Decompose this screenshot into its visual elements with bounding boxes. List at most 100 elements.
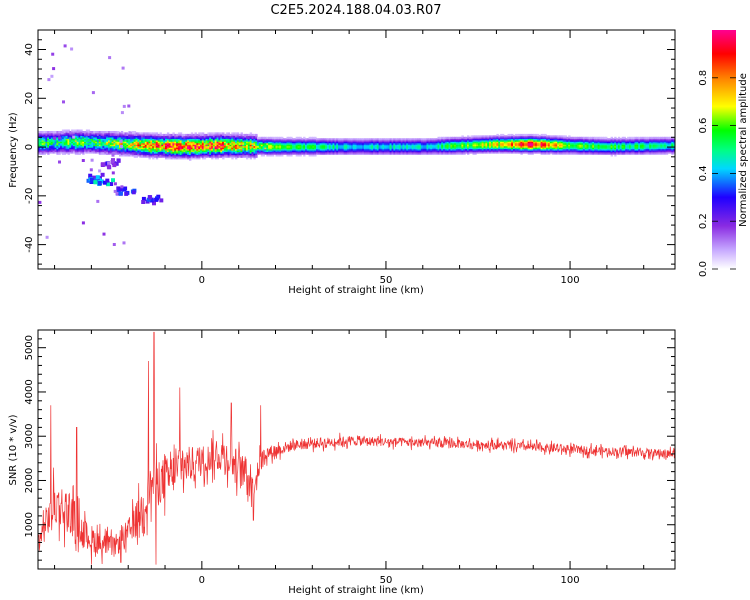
spectrogram-cell [446, 148, 450, 151]
spectrogram-cell [571, 148, 575, 151]
spectrogram-cell [632, 150, 636, 153]
spectrogram-cell [435, 139, 439, 142]
spectrogram-cell [187, 148, 190, 151]
spectrogram-cell [520, 141, 523, 144]
spectrogram-cell [485, 139, 488, 142]
spectrogram-cell [113, 133, 116, 136]
spectrogram-cell [406, 141, 409, 144]
spectrogram-cell [95, 132, 98, 135]
spectrogram-cell [339, 147, 343, 150]
spectrogram-cell [428, 142, 431, 145]
spectrogram-cell [535, 135, 538, 138]
spectrogram-cell [137, 141, 140, 144]
spectrogram-cell [165, 144, 168, 147]
spectrogram-cell [351, 151, 354, 154]
spectrogram-cell [264, 136, 267, 139]
spectrogram-cell [454, 145, 457, 148]
spectrogram-cell [135, 132, 138, 135]
spectrogram-cell [85, 144, 89, 147]
spectrogram-cell [660, 136, 663, 139]
spectrogram-cell [174, 138, 177, 141]
spectrogram-cell [608, 141, 612, 144]
spectrogram-cell [400, 142, 404, 145]
spectrogram-cell [262, 142, 265, 145]
spectrogram-cell [308, 142, 311, 145]
spectrogram-cell [253, 155, 256, 158]
spectrogram-cell [610, 144, 613, 147]
spectrogram-cell [481, 148, 485, 151]
spectrogram-cell [305, 147, 308, 150]
spectrogram-cell [461, 148, 464, 151]
spectrogram-cell [96, 141, 100, 144]
spectrogram-cell [468, 141, 472, 144]
spectrogram-cell [279, 147, 282, 150]
spectrogram-cell [246, 145, 249, 148]
spectrogram-cell [305, 141, 308, 144]
spectrogram-cell [417, 148, 420, 151]
spectrogram-cell [225, 138, 229, 141]
spectrogram-cell [636, 138, 639, 141]
spectrogram-cell [509, 148, 512, 151]
spectrogram-cell [281, 151, 284, 154]
spectrogram-cell [85, 139, 89, 142]
spectrogram-cell [65, 142, 68, 145]
spectrogram-cell [443, 150, 446, 153]
spectrogram-cell [194, 136, 197, 139]
spectrogram-cell [441, 151, 444, 154]
spectrogram-cell [161, 150, 164, 153]
spectrogram-cell [80, 135, 83, 138]
spectrogram-cell [560, 152, 564, 155]
spectrogram-cell [189, 147, 192, 150]
spectrogram-cell [200, 133, 203, 136]
spectrogram-cell [555, 151, 558, 154]
spectrogram-cell [139, 147, 142, 150]
spectrogram-cell [100, 132, 103, 135]
spectrogram-cell [211, 136, 214, 139]
spectrogram-cell [588, 145, 591, 148]
spectrogram-cell [367, 151, 370, 154]
spectrogram-cell [65, 150, 68, 153]
spectrogram-cell [299, 139, 302, 142]
spectrogram-cell [78, 135, 81, 138]
spectrogram-cell [111, 133, 114, 136]
spectrogram-patch [116, 189, 121, 194]
spectrogram-cell [406, 151, 409, 154]
spectrogram-cell [189, 135, 192, 138]
spectrogram-cell [463, 139, 466, 142]
spectrogram-cell [257, 142, 260, 145]
spectrogram-cell [389, 147, 392, 150]
spectrogram-cell [527, 152, 531, 155]
spectrogram-cell [641, 150, 645, 153]
spectrogram-cell [39, 151, 43, 154]
spectrogram-cell [658, 138, 661, 141]
spectrogram-cell [360, 142, 363, 145]
spectrogram-cell [205, 145, 208, 148]
spectrogram-cell [139, 138, 142, 141]
x-tick-label: 0 [199, 275, 205, 286]
spectrogram-cell [551, 150, 555, 153]
spectrogram-cell [560, 138, 564, 141]
spectrogram-cell [524, 141, 527, 144]
spectrogram-cell [496, 136, 499, 139]
spectrogram-cell [656, 148, 659, 151]
spectrogram-cell [120, 138, 124, 141]
spectrogram-cell [187, 141, 190, 144]
spectrogram-cell [109, 151, 113, 154]
spectrogram-cell [249, 152, 253, 155]
spectrogram-cell [273, 141, 277, 144]
spectrogram-cell [338, 141, 341, 144]
spectrogram-cell [470, 135, 473, 138]
spectrogram-cell [562, 150, 566, 153]
spectrogram-cell [128, 145, 131, 148]
spectrogram-cell [111, 138, 114, 141]
spectrogram-cell [275, 151, 278, 154]
spectrogram-cell [575, 138, 578, 141]
spectrogram-cell [559, 152, 562, 155]
spectrogram-cell [542, 136, 545, 139]
spectrogram-cell [54, 148, 57, 151]
spectrogram-cell [130, 135, 133, 138]
spectrogram-cell [290, 147, 293, 150]
spectrogram-cell [177, 150, 181, 153]
spectrogram-cell [625, 147, 628, 150]
spectrogram-cell [229, 147, 232, 150]
